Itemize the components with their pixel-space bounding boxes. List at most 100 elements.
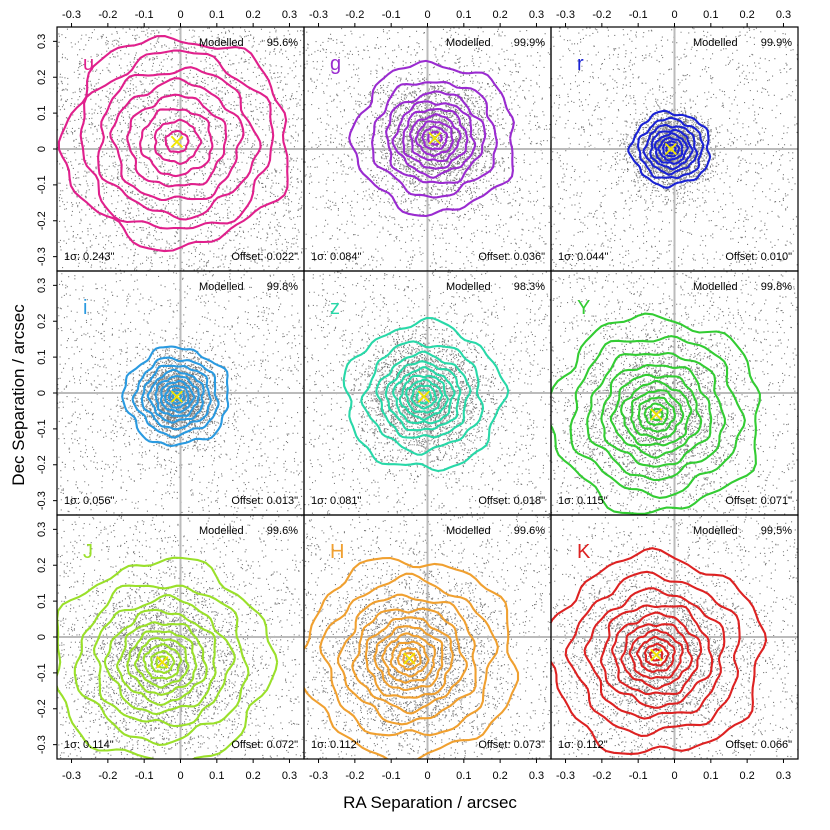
offset-value: Offset: 0.010": [725, 251, 792, 263]
sigma-value: 1σ: 0.056": [64, 495, 115, 507]
offset-value: Offset: 0.072": [231, 739, 298, 751]
contour-Y-1: [569, 335, 746, 499]
contour-z-4: [392, 366, 456, 425]
contour-z-6: [405, 378, 444, 414]
x-tick-label: -0.1: [382, 770, 401, 782]
contour-r-4: [653, 132, 689, 165]
contour-z-1: [360, 340, 485, 456]
contour-K-1: [564, 570, 741, 737]
band-label: u: [83, 53, 94, 75]
x-tick-label: 0.2: [739, 770, 754, 782]
modelled-label: Modelled: [446, 281, 491, 293]
x-tick-label: -0.2: [98, 9, 117, 21]
x-tick-label: -0.1: [135, 9, 154, 21]
contour-K-0: [551, 547, 768, 755]
y-tick-label: -0.1: [36, 663, 48, 682]
contour-J-6: [133, 637, 190, 689]
x-tick-label: -0.3: [62, 9, 81, 21]
y-tick-label: 0.1: [36, 105, 48, 120]
contour-u-6: [153, 118, 203, 165]
x-tick-label: -0.1: [382, 9, 401, 21]
centroid-marker: [650, 648, 663, 662]
centroid-marker: [156, 655, 169, 669]
tick-labels: -0.3 -0.2 -0.1 0 0.1 0.2 0.3 -0.3 -0.2 -0.1 0 0.1 0.…: [36, 9, 791, 782]
y-tick-label: -0.2: [36, 699, 48, 718]
contour-J-4: [116, 621, 208, 707]
contour-H-3: [351, 607, 468, 715]
offset-value: Offset: 0.013": [231, 495, 298, 507]
contour-Y-3: [600, 364, 713, 468]
modelled-label: Modelled: [199, 525, 244, 537]
band-label: K: [577, 541, 591, 563]
modelled-percent: 95.6%: [267, 37, 298, 49]
panel-r: r Modelled 99.9% 1σ: 0.044" Offset: 0.010": [550, 23, 799, 272]
y-tick-label: -0.1: [36, 175, 48, 194]
contour-r-2: [642, 124, 699, 176]
contour-H-8: [396, 647, 422, 671]
modelled-percent: 99.8%: [761, 281, 792, 293]
x-tick-label: -0.1: [629, 770, 648, 782]
contour-g-3: [391, 100, 477, 179]
panel-u: u Modelled 95.6% 1σ: 0.243" Offset: 0.022": [53, 23, 305, 272]
contour-i-1: [131, 356, 220, 439]
modelled-percent: 99.5%: [761, 525, 792, 537]
x-tick-label: 0.3: [282, 770, 297, 782]
x-tick-label: 0: [177, 9, 183, 21]
band-label: r: [577, 53, 584, 75]
contour-g-0: [348, 59, 515, 218]
centroid-marker: [417, 390, 431, 403]
contour-u-3: [109, 77, 245, 202]
contour-i-6: [163, 384, 190, 409]
y-tick-label: 0.3: [36, 278, 48, 293]
offset-value: Offset: 0.071": [725, 495, 792, 507]
x-tick-label: 0.2: [245, 9, 260, 21]
contour-r-5: [657, 136, 684, 162]
sigma-value: 1σ: 0.115": [558, 495, 608, 507]
y-tick-label: 0: [36, 634, 48, 640]
contour-K-3: [600, 604, 714, 709]
y-axis-label: Dec Separation / arcsec: [9, 304, 28, 486]
contour-H-0: [304, 556, 520, 759]
x-tick-label: 0: [671, 770, 677, 782]
contour-z-5: [398, 374, 449, 421]
x-tick-label: 0.1: [209, 770, 224, 782]
contour-Y-4: [609, 373, 703, 459]
modelled-label: Modelled: [693, 37, 738, 49]
offset-value: Offset: 0.066": [725, 739, 792, 751]
x-tick-label: -0.2: [98, 770, 117, 782]
contour-g-5: [409, 113, 462, 163]
contour-H-9: [402, 651, 417, 666]
centroid-marker: [650, 408, 663, 421]
contour-H-2: [336, 593, 477, 726]
contour-J-0: [57, 556, 279, 759]
x-tick-label: 0.3: [282, 9, 297, 21]
contour-u-7: [164, 129, 190, 154]
contour-u-0: [57, 35, 289, 253]
contour-g-4: [402, 107, 469, 170]
contour-J-9: [155, 655, 170, 669]
contour-r-1: [637, 116, 705, 180]
x-tick-label: 0.1: [456, 9, 471, 21]
contour-u-2: [97, 66, 262, 221]
modelled-label: Modelled: [446, 525, 491, 537]
contour-i-5: [159, 379, 196, 414]
y-tick-label: 0.2: [36, 314, 48, 329]
contour-Y-0: [551, 312, 761, 515]
panel-g: g Modelled 99.9% 1σ: 0.084" Offset: 0.036": [303, 23, 552, 272]
modelled-label: Modelled: [446, 37, 491, 49]
x-tick-label: -0.2: [592, 770, 611, 782]
x-tick-label: -0.2: [345, 770, 364, 782]
x-tick-label: -0.3: [309, 770, 328, 782]
band-label: H: [330, 541, 344, 563]
x-tick-label: -0.1: [135, 770, 154, 782]
x-tick-label: -0.3: [556, 770, 575, 782]
panel-K: K Modelled 99.5% 1σ: 0.112" Offset: 0.066": [550, 514, 799, 763]
x-tick-label: 0: [424, 9, 430, 21]
contour-H-6: [381, 632, 436, 684]
sigma-value: 1σ: 0.112": [558, 739, 608, 751]
contour-Y-5: [620, 380, 693, 447]
modelled-label: Modelled: [199, 281, 244, 293]
contour-H-4: [364, 616, 454, 699]
